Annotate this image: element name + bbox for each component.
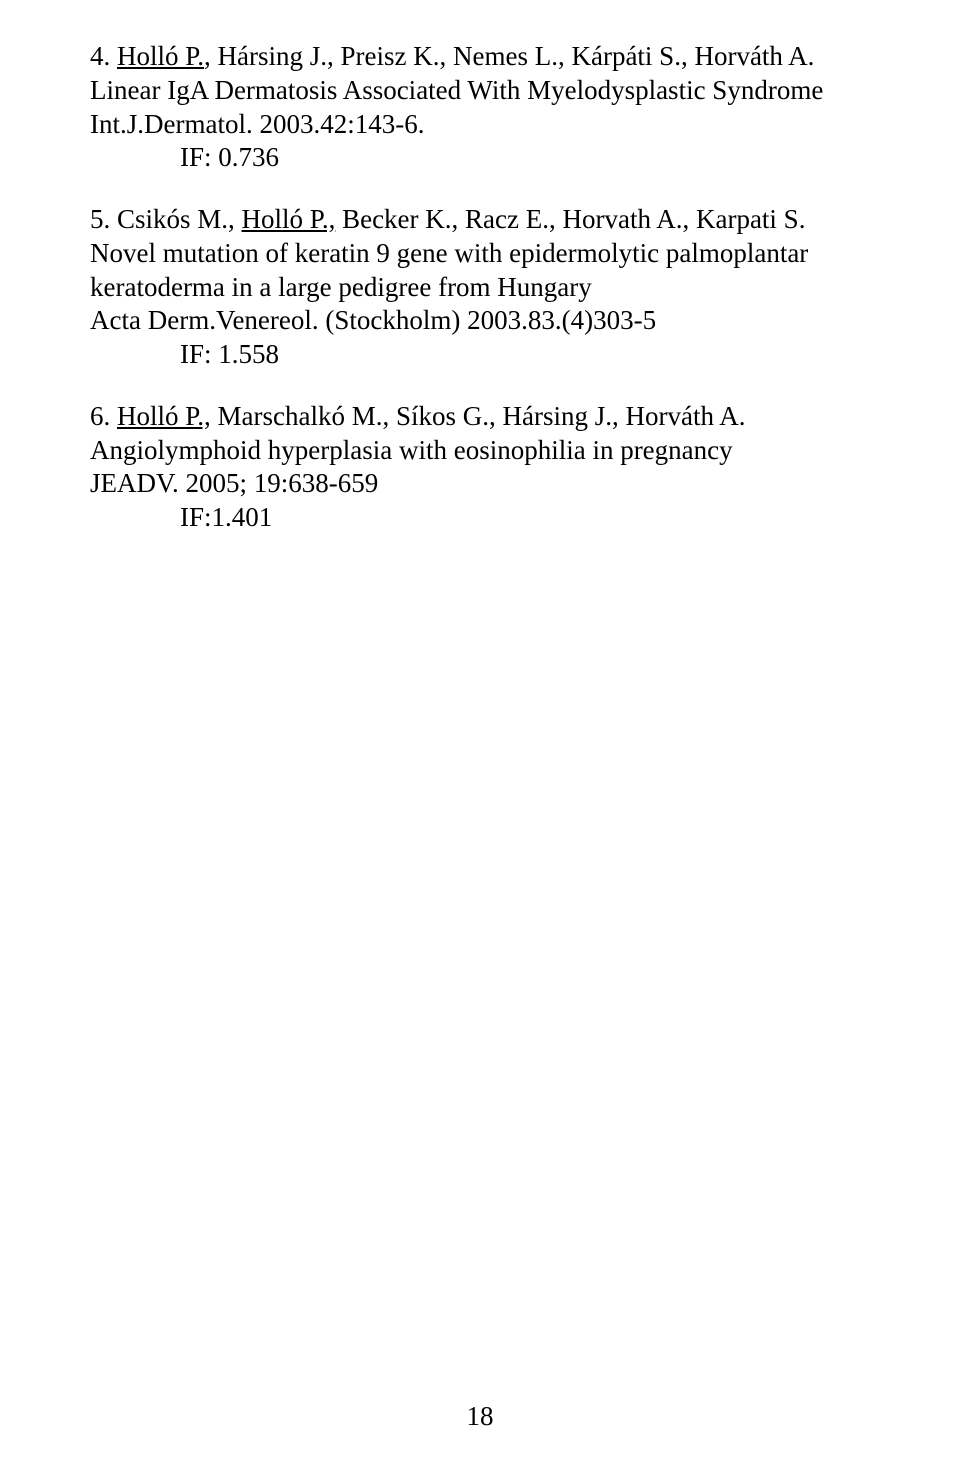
reference-entry-6: 6. Holló P., Marschalkó M., Síkos G., Há… bbox=[90, 400, 870, 535]
entry-title: Linear IgA Dermatosis Associated With My… bbox=[90, 74, 870, 108]
entry-journal: JEADV. 2005; 19:638-659 bbox=[90, 467, 870, 501]
page-number: 18 bbox=[0, 1401, 960, 1432]
impact-factor: IF: 1.558 bbox=[180, 338, 870, 372]
entry-journal: Int.J.Dermatol. 2003.42:143-6. bbox=[90, 108, 870, 142]
reference-entry-4: 4. Holló P., Hársing J., Preisz K., Neme… bbox=[90, 40, 870, 175]
entry-number: 4. bbox=[90, 41, 117, 71]
underlined-author: Holló P., bbox=[242, 204, 336, 234]
entry-title: Angiolymphoid hyperplasia with eosinophi… bbox=[90, 434, 870, 468]
page-content: 4. Holló P., Hársing J., Preisz K., Neme… bbox=[0, 0, 960, 603]
authors-rest: Marschalkó M., Síkos G., Hársing J., Hor… bbox=[211, 401, 746, 431]
underlined-author: Holló P., bbox=[117, 401, 211, 431]
entry-number: 5. Csikós M., bbox=[90, 204, 242, 234]
underlined-author: Holló P. bbox=[117, 41, 204, 71]
reference-entry-5: 5. Csikós M., Holló P., Becker K., Racz … bbox=[90, 203, 870, 372]
entry-number: 6. bbox=[90, 401, 117, 431]
authors-rest: , Hársing J., Preisz K., Nemes L., Kárpá… bbox=[204, 41, 814, 71]
impact-factor: IF:1.401 bbox=[180, 501, 870, 535]
impact-factor: IF: 0.736 bbox=[180, 141, 870, 175]
entry-journal: Acta Derm.Venereol. (Stockholm) 2003.83.… bbox=[90, 304, 870, 338]
